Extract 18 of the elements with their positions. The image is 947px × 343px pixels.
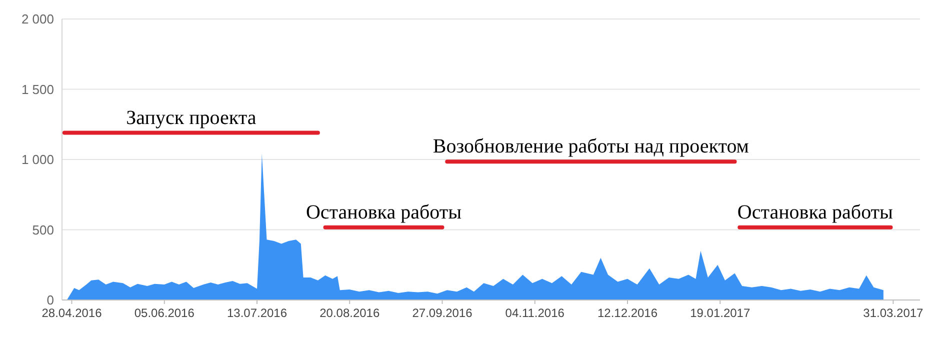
x-tick-label: 28.04.2016 (42, 306, 102, 320)
series-label: Остановка работы (306, 201, 462, 224)
x-tick-label: 13.07.2016 (226, 306, 288, 320)
x-tick-label: 19.01.2017 (690, 306, 750, 320)
series-label: Остановка работы (737, 201, 893, 224)
y-tick-label: 1 500 (21, 82, 54, 97)
x-tick-label: 05.06.2016 (134, 306, 195, 320)
y-tick-label: 1 000 (21, 152, 54, 168)
series-label: Возобновление работы над проектом (432, 136, 750, 158)
y-tick-label: 2 000 (21, 12, 54, 27)
y-tick-label: 0 (46, 292, 54, 308)
x-tick-label: 27.09.2016 (412, 306, 473, 320)
y-tick-label: 500 (32, 222, 54, 238)
x-tick-label: 31.03.2017 (863, 306, 924, 320)
x-tick-label: 04.11.2016 (505, 306, 565, 320)
x-tick-label: 12.12.2016 (597, 306, 658, 320)
series-label: Запуск проекта (126, 106, 256, 129)
x-tick-label: 20.08.2016 (320, 306, 380, 320)
